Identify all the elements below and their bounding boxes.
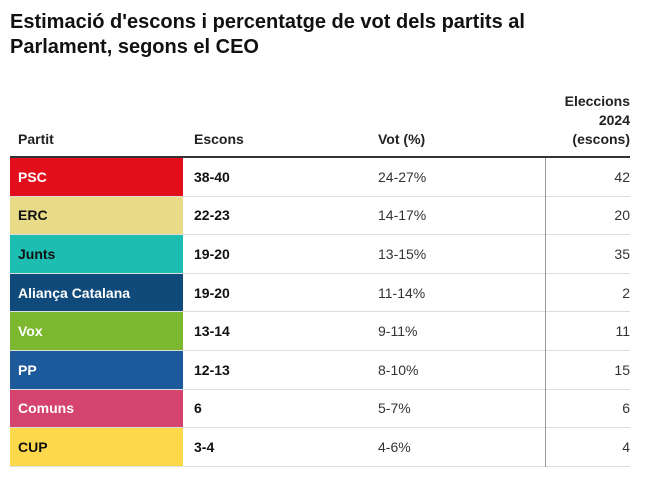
vote-cell: 14-17%: [378, 207, 427, 224]
seats-cell: 19-20: [194, 284, 230, 301]
table-row: Comuns 6 5-7% 6: [10, 389, 630, 429]
party-cell: Aliança Catalana: [10, 273, 183, 312]
title: Estimació d'escons i percentatge de vot …: [10, 11, 525, 58]
header-rule: [10, 156, 630, 158]
vote-cell: 24-27%: [378, 168, 427, 185]
table-row: Aliança Catalana 19-20 11-14% 2: [10, 273, 630, 313]
table-row: PP 12-13 8-10% 15: [10, 351, 630, 390]
seats-2024-cell: 4: [622, 438, 630, 455]
vote-cell: 13-15%: [378, 245, 427, 262]
vote-cell: 4-6%: [378, 438, 411, 455]
vote-cell: 8-10%: [378, 361, 419, 378]
seats-cell: 38-40: [194, 168, 230, 185]
table-row: Junts 19-20 13-15% 35: [10, 235, 630, 274]
column-header: Vot (%): [378, 131, 426, 147]
seats-cell: 22-23: [194, 207, 230, 224]
party-cell: ERC: [10, 196, 183, 235]
seats-2024-cell: 15: [614, 361, 630, 378]
seats-cell: 12-13: [194, 361, 230, 378]
column-header: Partit: [18, 131, 54, 147]
seats-2024-cell: 35: [614, 245, 630, 262]
party-cell: PSC: [10, 158, 183, 196]
party-cell: Comuns: [10, 389, 183, 428]
seats-2024-cell: 20: [614, 207, 630, 224]
column-header: Escons: [194, 131, 244, 147]
seats-cell: 3-4: [194, 438, 215, 455]
table-row: Vox 13-14 9-11% 11: [10, 312, 630, 351]
vote-cell: 9-11%: [378, 323, 418, 340]
vote-cell: 11-14%: [378, 284, 426, 301]
party-cell: PP: [10, 351, 183, 389]
table-row: CUP 3-4 4-6% 4: [10, 428, 630, 467]
vote-cell: 5-7%: [378, 400, 411, 417]
party-cell: Vox: [10, 312, 183, 350]
seats-2024-cell: 2: [622, 284, 630, 301]
seats-2024-cell: 42: [614, 168, 630, 185]
column-header: Eleccions 2024 (escons): [564, 93, 630, 147]
table-row: PSC 38-40 24-27% 42: [10, 158, 630, 197]
party-cell: Junts: [10, 235, 183, 273]
seats-2024-cell: 11: [615, 323, 630, 340]
column-rule: [545, 158, 546, 467]
table-row: ERC 22-23 14-17% 20: [10, 196, 630, 236]
seats-cell: 13-14: [194, 323, 230, 340]
party-cell: CUP: [10, 428, 183, 466]
seats-cell: 19-20: [194, 245, 230, 262]
seats-2024-cell: 6: [622, 400, 630, 417]
seats-cell: 6: [194, 400, 202, 417]
